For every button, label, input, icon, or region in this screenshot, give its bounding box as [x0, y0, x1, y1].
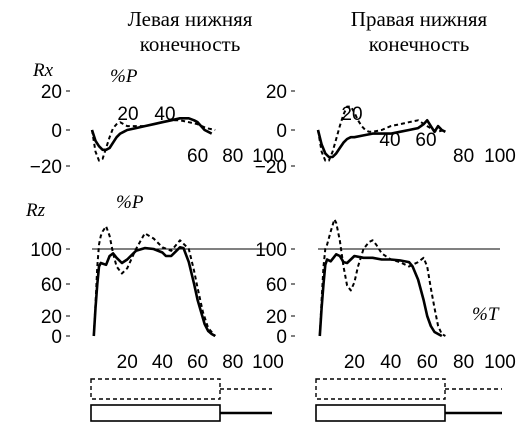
- rx-right-ytick-label: −20: [255, 157, 287, 178]
- right-column-title-line2: конечность: [369, 32, 470, 56]
- left-column-title-line2: конечность: [140, 32, 241, 56]
- rz-left-ylabel: %P: [116, 192, 144, 213]
- rz-right-xtick-label: 80: [453, 352, 474, 373]
- rx-left-dashed-series: [91, 119, 216, 162]
- rx-left-xtick-label: 80: [222, 146, 243, 167]
- rz-right-xlabel: %T: [472, 304, 500, 325]
- rz-left-xtick-label: 60: [187, 352, 208, 373]
- rx-left-ytick-label: 20: [41, 82, 62, 103]
- rz-left-dashed-series: [92, 225, 216, 337]
- rz-right-ytick-label: 20: [266, 307, 287, 328]
- right-dashed-phase-box: [315, 378, 446, 400]
- rz-right-xtick-label: 40: [380, 352, 401, 373]
- rz-right-dashed-series: [318, 218, 446, 337]
- rx-left-ylabel: %P: [110, 66, 138, 87]
- left-solid-phase-box: [90, 404, 221, 422]
- right-solid-phase-box: [315, 404, 446, 422]
- rx-right-xtick-label: 60: [415, 130, 436, 151]
- rz-left-xtick-label: 100: [252, 352, 284, 373]
- rx-right-xtick-label: 40: [379, 130, 400, 151]
- rz-right-xtick-label: 60: [417, 352, 438, 373]
- rx-right-xtick-label: 80: [453, 146, 474, 167]
- rx-right-xtick-label: 100: [484, 146, 516, 167]
- rz-left-ytick-label: 0: [51, 327, 62, 348]
- rz-right-ytick-label: 100: [255, 240, 287, 261]
- rx-right-solid-series: [316, 119, 446, 159]
- rx-right-ytick-label: 0: [276, 121, 287, 142]
- right-column-title-line1: Правая нижняя: [351, 7, 488, 31]
- rx-left-ytick-label: −20: [30, 157, 62, 178]
- rz-left-xtick-label: 20: [117, 352, 138, 373]
- rz-right-ytick-label: 60: [266, 275, 287, 296]
- rx-right-ytick-label: 20: [266, 82, 287, 103]
- left-phase-bars: [90, 378, 272, 422]
- rz-left-ytick-label: 20: [41, 307, 62, 328]
- rz-right-xtick-label: 20: [344, 352, 365, 373]
- rx-left-xtick-label: 20: [117, 104, 138, 125]
- rx-right-xtick-label: 20: [341, 104, 362, 125]
- rx-left-xtick-label: 100: [252, 146, 284, 167]
- rz-right-ytick-label: 0: [276, 327, 287, 348]
- left-column-title-line1: Левая нижняя: [128, 7, 253, 31]
- right-phase-bars: [315, 378, 502, 422]
- rz-left-xtick-label: 40: [152, 352, 173, 373]
- rx-left-ytick-label: 0: [51, 121, 62, 142]
- rz-right-xtick-label: 100: [484, 352, 516, 373]
- rz-left-xtick-label: 80: [222, 352, 243, 373]
- rz-left-ytick-label: 60: [41, 275, 62, 296]
- rz-right-solid-series: [318, 253, 443, 338]
- rx-right-chart: −20 0 20 20 40 60 80 100: [255, 82, 516, 178]
- rz-row-label: Rz: [25, 200, 46, 221]
- left-dashed-phase-box: [90, 378, 221, 400]
- rz-left-solid-series: [92, 246, 216, 338]
- rx-right-dashed-series: [317, 105, 446, 162]
- rz-left-ytick-label: 100: [30, 240, 62, 261]
- rx-left-xtick-label: 60: [187, 146, 208, 167]
- rx-row-label: Rx: [32, 60, 54, 81]
